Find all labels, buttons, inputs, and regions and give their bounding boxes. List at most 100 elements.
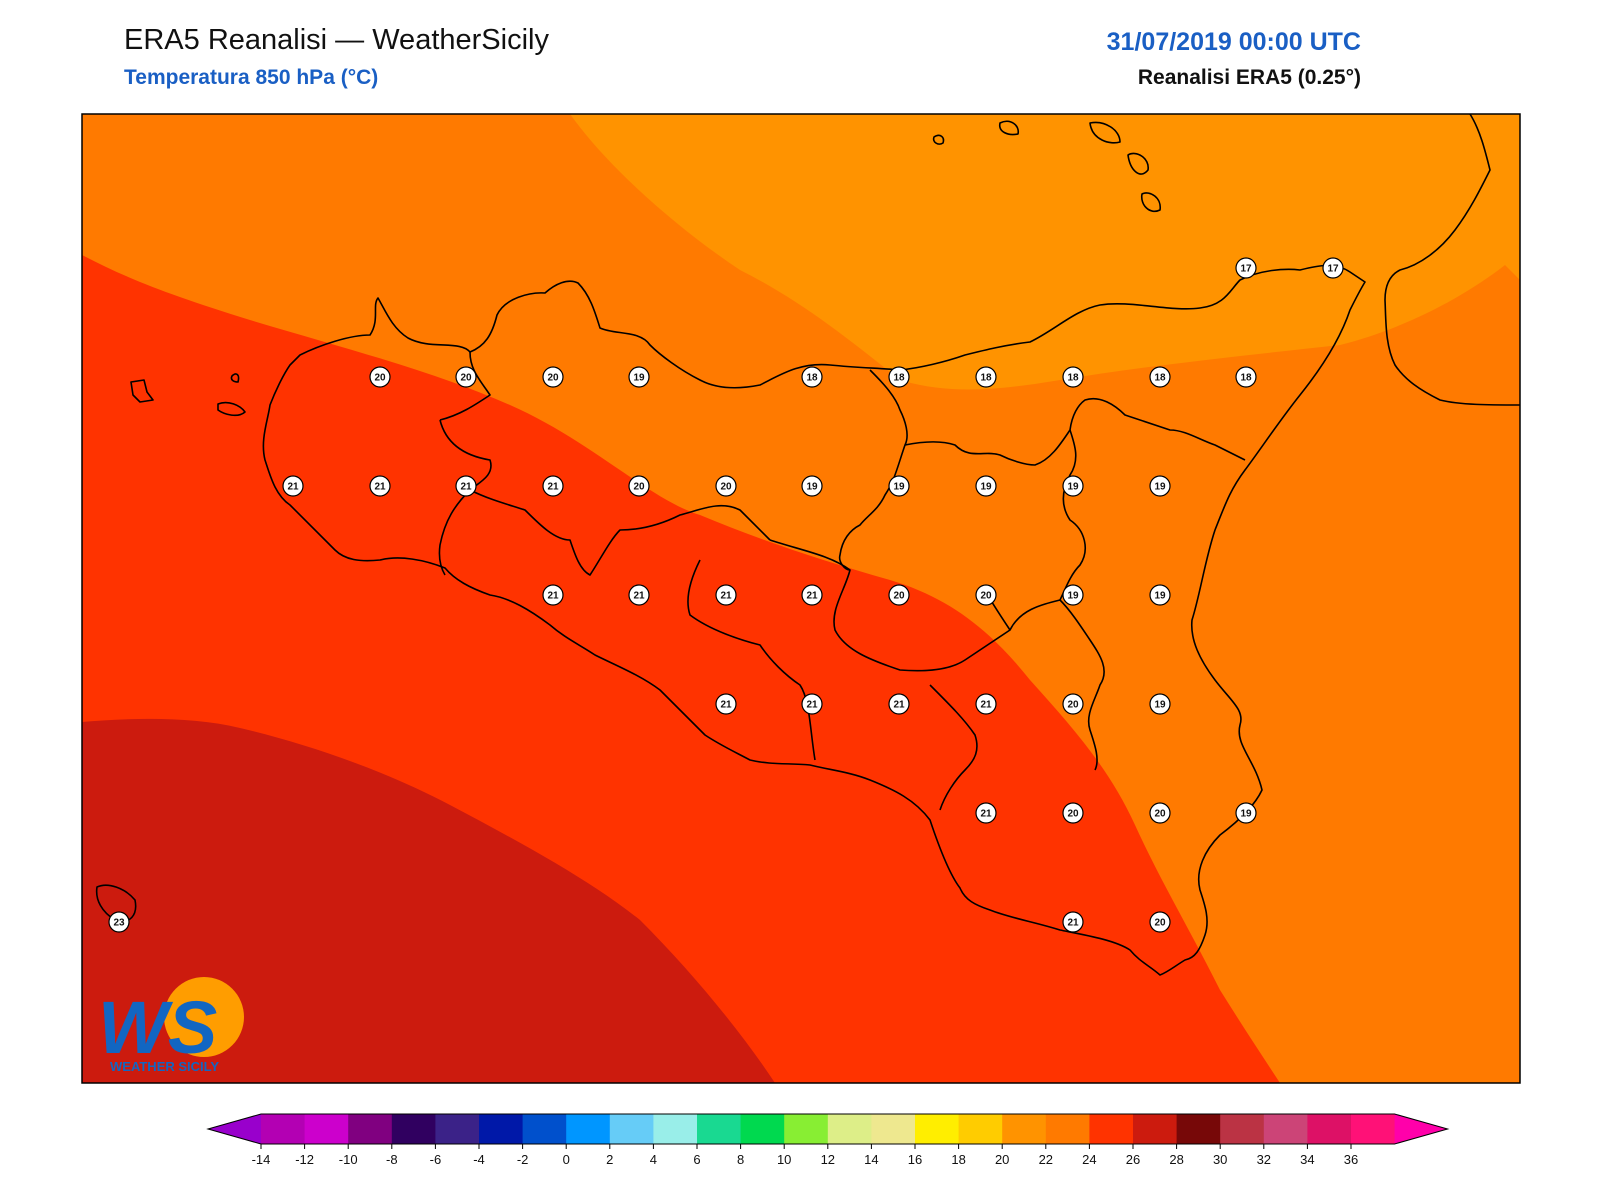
station-value: 21 xyxy=(287,482,299,493)
station-circle xyxy=(1062,366,1084,388)
station-circle xyxy=(542,475,564,497)
station-value: 19 xyxy=(1154,700,1166,711)
station-value: 20 xyxy=(547,373,559,384)
colorbar-tick-label: 30 xyxy=(1213,1152,1227,1167)
station-value: 20 xyxy=(720,482,732,493)
station-circle xyxy=(628,584,650,606)
station-marker: 18 xyxy=(1062,366,1084,388)
station-value: 20 xyxy=(633,482,645,493)
colorbar-tick-label: -6 xyxy=(430,1152,442,1167)
station-marker: 21 xyxy=(282,475,304,497)
station-circle xyxy=(975,366,997,388)
station-value: 21 xyxy=(547,591,559,602)
station-marker: 19 xyxy=(1062,475,1084,497)
station-circle xyxy=(888,584,910,606)
colorbar-tick-label: 12 xyxy=(821,1152,835,1167)
colorbar-segment xyxy=(1307,1114,1352,1144)
colorbar-segment xyxy=(522,1114,567,1144)
colorbar-tick-label: -12 xyxy=(295,1152,314,1167)
station-circle xyxy=(1062,475,1084,497)
weather-sicily-logo: WS WEATHER SICILY xyxy=(96,975,256,1075)
station-circle xyxy=(1062,693,1084,715)
station-circle xyxy=(801,693,823,715)
colorbar-segment xyxy=(697,1114,742,1144)
station-value: 19 xyxy=(1154,482,1166,493)
station-value: 21 xyxy=(806,591,818,602)
station-marker: 19 xyxy=(888,475,910,497)
station-value: 21 xyxy=(980,809,992,820)
colorbar-tick-label: 0 xyxy=(563,1152,570,1167)
station-circle xyxy=(542,584,564,606)
station-value: 17 xyxy=(1327,264,1339,275)
station-values: 17 17 20 20 20 19 18 18 18 18 18 18 21 21 21 21 20 20 19 19… xyxy=(108,257,1344,933)
colorbar-segment xyxy=(915,1114,960,1144)
colorbar-tick-label: 16 xyxy=(908,1152,922,1167)
station-value: 23 xyxy=(113,918,125,929)
station-circle xyxy=(1149,802,1171,824)
station-marker: 20 xyxy=(1062,802,1084,824)
station-marker: 20 xyxy=(715,475,737,497)
station-marker: 21 xyxy=(975,693,997,715)
station-value: 20 xyxy=(893,591,905,602)
colorbar-tick-label: -14 xyxy=(252,1152,271,1167)
station-marker: 20 xyxy=(455,366,477,388)
station-circle xyxy=(108,911,130,933)
station-value: 18 xyxy=(1240,373,1252,384)
colorbar-low-extension xyxy=(208,1114,261,1144)
station-value: 21 xyxy=(547,482,559,493)
colorbar-segment xyxy=(261,1114,306,1144)
station-circle xyxy=(801,475,823,497)
station-marker: 19 xyxy=(628,366,650,388)
station-value: 19 xyxy=(1067,591,1079,602)
coastline xyxy=(95,113,1521,976)
station-circle xyxy=(1149,693,1171,715)
station-value: 19 xyxy=(1240,809,1252,820)
station-value: 20 xyxy=(460,373,472,384)
colorbar-segment xyxy=(784,1114,829,1144)
station-circle xyxy=(888,693,910,715)
colorbar-tick-label: -2 xyxy=(517,1152,529,1167)
station-marker: 19 xyxy=(1149,584,1171,606)
station-marker: 19 xyxy=(1149,693,1171,715)
station-circle xyxy=(975,693,997,715)
station-marker: 21 xyxy=(801,693,823,715)
station-marker: 17 xyxy=(1322,257,1344,279)
station-circle xyxy=(1149,911,1171,933)
station-marker: 18 xyxy=(888,366,910,388)
station-value: 21 xyxy=(893,700,905,711)
station-value: 21 xyxy=(374,482,386,493)
colorbar-tick-label: -4 xyxy=(473,1152,485,1167)
station-circle xyxy=(369,366,391,388)
station-circle xyxy=(975,802,997,824)
station-circle xyxy=(715,584,737,606)
colorbar-segment xyxy=(1002,1114,1047,1144)
station-value: 17 xyxy=(1240,264,1252,275)
station-circle xyxy=(888,475,910,497)
station-circle xyxy=(1235,366,1257,388)
valid-datetime: 31/07/2019 00:00 UTC xyxy=(1106,28,1361,56)
logo-name: WEATHER SICILY xyxy=(110,1059,219,1074)
station-marker: 21 xyxy=(455,475,477,497)
station-marker: 20 xyxy=(888,584,910,606)
station-circle xyxy=(1149,584,1171,606)
station-value: 18 xyxy=(1067,373,1079,384)
station-circle xyxy=(801,584,823,606)
map-frame xyxy=(81,113,1521,1084)
logo-letters: WS xyxy=(98,986,217,1069)
station-marker: 21 xyxy=(888,693,910,715)
station-marker: 17 xyxy=(1235,257,1257,279)
station-marker: 20 xyxy=(628,475,650,497)
station-marker: 21 xyxy=(542,584,564,606)
colorbar-high-extension xyxy=(1394,1114,1448,1144)
colorbar-tick-label: 14 xyxy=(864,1152,878,1167)
colorbar-segment xyxy=(609,1114,654,1144)
temperature-field xyxy=(82,114,1520,1083)
station-circle xyxy=(1235,257,1257,279)
station-marker: 21 xyxy=(542,475,564,497)
station-value: 19 xyxy=(1067,482,1079,493)
station-circle xyxy=(1062,584,1084,606)
colorbar-segment xyxy=(1089,1114,1134,1144)
colorbar-tick-label: 32 xyxy=(1257,1152,1271,1167)
colorbar-tick-label: 18 xyxy=(951,1152,965,1167)
colorbar-segment xyxy=(1351,1114,1396,1144)
